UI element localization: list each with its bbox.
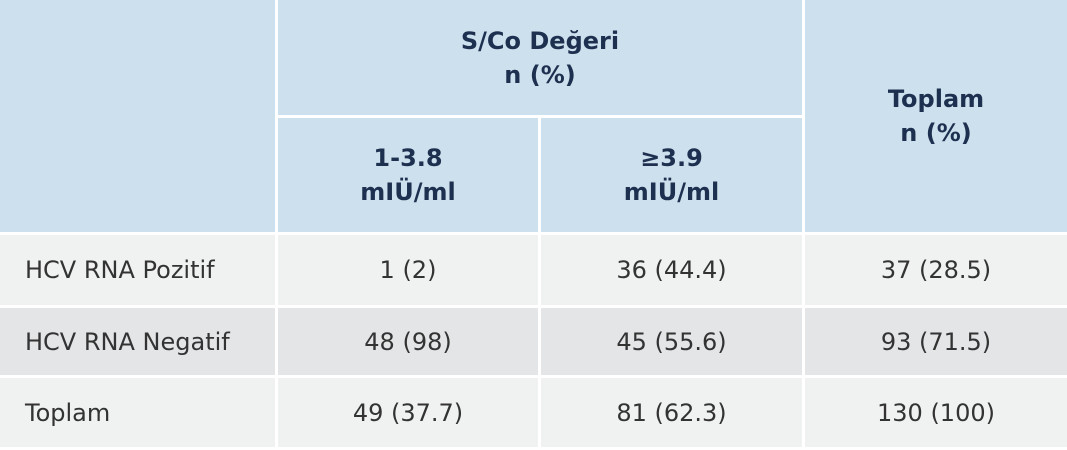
header-line: Toplam xyxy=(887,85,985,113)
header-subgroup: ≥3.9 mIÜ/ml xyxy=(541,118,802,232)
row-label: HCV RNA Negatif xyxy=(0,308,275,375)
header-line: n (%) xyxy=(900,119,972,147)
header-line: n (%) xyxy=(504,60,576,89)
row-label: HCV RNA Pozitif xyxy=(0,235,275,305)
header-line: ≥3.9 xyxy=(640,144,703,172)
header-total: Toplam n (%) xyxy=(805,0,1067,232)
cell: 48 (98) xyxy=(278,308,538,375)
header-line: S/Co Değeri xyxy=(460,26,620,55)
cell: 37 (28.5) xyxy=(805,235,1067,305)
header-line: mIÜ/ml xyxy=(623,178,720,206)
cell: 93 (71.5) xyxy=(805,308,1067,375)
cell: 1 (2) xyxy=(278,235,538,305)
cell: 130 (100) xyxy=(805,378,1067,447)
cell: 36 (44.4) xyxy=(541,235,802,305)
header-corner xyxy=(0,0,275,232)
header-group: S/Co Değeri n (%) xyxy=(278,0,802,115)
cell: 45 (55.6) xyxy=(541,308,802,375)
header-line: 1-3.8 xyxy=(373,144,443,172)
row-label: Toplam xyxy=(0,378,275,447)
header-line: mIÜ/ml xyxy=(360,178,456,206)
cell: 81 (62.3) xyxy=(541,378,802,447)
cell: 49 (37.7) xyxy=(278,378,538,447)
header-subgroup: 1-3.8 mIÜ/ml xyxy=(278,118,538,232)
